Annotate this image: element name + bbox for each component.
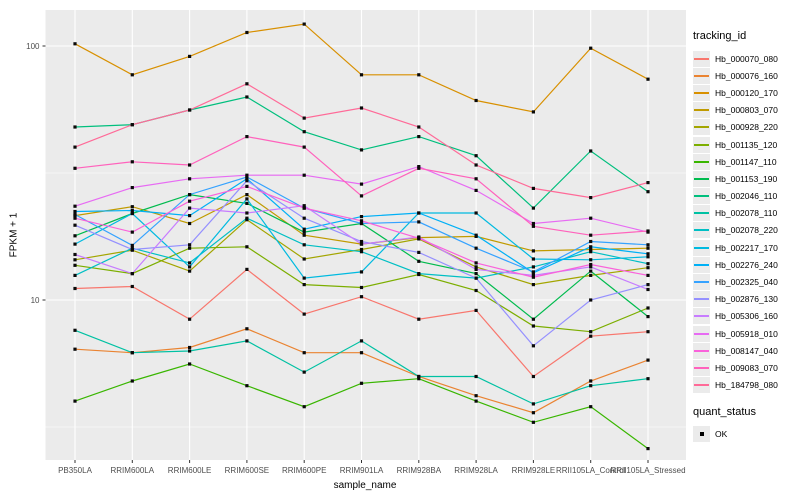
legend-item-label: Hb_005306_160 <box>715 311 778 322</box>
x-tick-label: RRIM600SE <box>225 466 269 475</box>
legend-item: Hb_001135_120 <box>693 136 799 153</box>
quant-legend-item-label: OK <box>715 429 728 440</box>
legend-key-line-icon <box>693 102 710 119</box>
legend-key-line-icon <box>693 342 710 359</box>
legend-item: Hb_005306_160 <box>693 308 799 325</box>
legend-item-label: Hb_000076_160 <box>715 70 778 81</box>
legend-key-line-icon <box>693 67 710 84</box>
y-tick-labels: 100 10 <box>26 42 40 305</box>
legend-item: Hb_002876_130 <box>693 291 799 308</box>
x-tick-labels: PB350LA RRIM600LA RRIM600LE RRIM600SE RRIM60… <box>58 466 685 475</box>
legend-item: Hb_001153_190 <box>693 170 799 187</box>
legend-key-line-icon <box>693 274 710 291</box>
legend-item-label: Hb_002325_040 <box>715 277 778 288</box>
quant-legend-item: OK <box>693 426 799 443</box>
legend-key-line-icon <box>693 325 710 342</box>
legend-key-line-icon <box>693 239 710 256</box>
legend-panel: tracking_id Hb_000070_080 Hb_000076_160 Hb… <box>693 30 799 443</box>
legend-key-line-icon <box>693 119 710 136</box>
legend-key-line-icon <box>693 308 710 325</box>
legend-key-line-icon <box>693 153 710 170</box>
legend-key-line-icon <box>693 50 710 67</box>
axis-ticks <box>42 45 649 463</box>
x-tick-label: PB350LA <box>58 466 92 475</box>
x-tick-label: RRIM600PE <box>282 466 326 475</box>
legend-item: Hb_000076_160 <box>693 67 799 84</box>
legend-item: Hb_002046_110 <box>693 188 799 205</box>
legend-item-label: Hb_002876_130 <box>715 294 778 305</box>
panel-background <box>45 10 686 460</box>
tracking-legend-title: tracking_id <box>693 30 747 42</box>
legend-item-label: Hb_000120_170 <box>715 87 778 98</box>
x-tick-label: RRII105LA_Control <box>556 466 626 475</box>
tracking-legend-items: Hb_000070_080 Hb_000076_160 Hb_000120_170 H… <box>693 50 799 394</box>
legend-item: Hb_000803_070 <box>693 102 799 119</box>
y-axis-title: FPKM + 1 <box>8 212 20 258</box>
legend-item: Hb_001147_110 <box>693 153 799 170</box>
legend-item-label: Hb_000803_070 <box>715 105 778 116</box>
quant-legend-items: OK <box>693 426 799 443</box>
legend-key-line-icon <box>693 222 710 239</box>
legend-item-label: Hb_184798_080 <box>715 380 778 391</box>
legend-item: Hb_002078_220 <box>693 222 799 239</box>
legend-item: Hb_009083_070 <box>693 359 799 376</box>
legend-item-label: Hb_002046_110 <box>715 191 778 202</box>
legend-key-line-icon <box>693 188 710 205</box>
legend-item-label: Hb_001135_120 <box>715 139 778 150</box>
legend-item: Hb_184798_080 <box>693 377 799 394</box>
plot-panel: PB350LA RRIM600LA RRIM600LE RRIM600SE RRIM60… <box>26 10 686 475</box>
legend-item-label: Hb_002078_110 <box>715 208 778 219</box>
legend-item-label: Hb_002276_240 <box>715 259 778 270</box>
x-tick-label: RRIM600LE <box>168 466 212 475</box>
x-tick-label: RRIM928BA <box>397 466 442 475</box>
legend-item: Hb_002276_240 <box>693 256 799 273</box>
quant-status-block: quant_status OK <box>693 406 799 443</box>
x-axis-title: sample_name <box>333 480 397 491</box>
legend-item-label: Hb_001153_190 <box>715 173 778 184</box>
legend-item-label: Hb_008147_040 <box>715 345 778 356</box>
y-tick-label: 100 <box>26 42 40 51</box>
legend-item: Hb_002217_170 <box>693 239 799 256</box>
x-tick-label: RRIM600LA <box>111 466 155 475</box>
legend-item: Hb_005918_010 <box>693 325 799 342</box>
legend-key-line-icon <box>693 170 710 187</box>
y-tick-label: 10 <box>31 296 40 305</box>
quant-legend-title: quant_status <box>693 405 756 418</box>
legend-item-label: Hb_009083_070 <box>715 362 778 373</box>
legend-item-label: Hb_002078_220 <box>715 225 778 236</box>
legend-item: Hb_008147_040 <box>693 342 799 359</box>
legend-item-label: Hb_005918_010 <box>715 328 778 339</box>
legend-key-line-icon <box>693 256 710 273</box>
legend-item: Hb_002325_040 <box>693 273 799 291</box>
legend-item: Hb_000120_170 <box>693 84 799 101</box>
legend-key-square-icon <box>693 426 710 443</box>
legend-key-line-icon <box>693 205 710 222</box>
legend-item-label: Hb_001147_110 <box>715 156 777 167</box>
x-tick-label: RRIM928LA <box>454 466 498 475</box>
legend-item: Hb_002078_110 <box>693 205 799 222</box>
legend-item-label: Hb_000070_080 <box>715 53 778 64</box>
data-points <box>73 22 650 451</box>
legend-key-line-icon <box>693 136 710 153</box>
legend-item-label: Hb_000928_220 <box>715 122 778 133</box>
legend-key-line-icon <box>693 359 710 376</box>
legend-key-line-icon <box>693 291 710 308</box>
legend-item-label: Hb_002217_170 <box>715 242 778 253</box>
legend-key-line-icon <box>693 377 710 394</box>
x-tick-label: RRIM928LE <box>512 466 556 475</box>
legend-key-line-icon <box>693 84 710 101</box>
x-tick-label: RRIM901LA <box>340 466 384 475</box>
x-tick-label: RRII105LA_Stressed <box>610 466 685 475</box>
legend-item: Hb_000070_080 <box>693 50 799 67</box>
legend-item: Hb_000928_220 <box>693 119 799 136</box>
